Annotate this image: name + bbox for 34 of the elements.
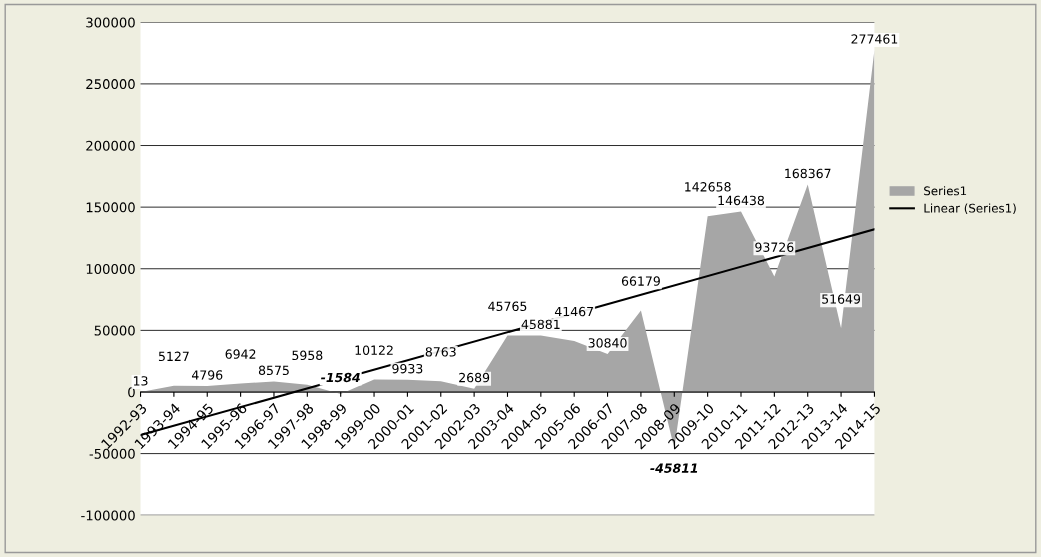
data-label: 146438 bbox=[718, 195, 765, 206]
data-label: 168367 bbox=[785, 168, 831, 179]
data-label: 6942 bbox=[225, 349, 256, 359]
data-label: -1584 bbox=[321, 372, 360, 383]
legend-label: Linear (Series1) bbox=[924, 203, 1016, 214]
data-label: 4796 bbox=[191, 370, 223, 380]
y-tick-label: -50000 bbox=[89, 448, 135, 459]
y-tick-label: 200000 bbox=[86, 140, 135, 151]
y-tick-label: 0 bbox=[128, 387, 135, 398]
data-label: 13 bbox=[133, 376, 148, 386]
legend-label: Series1 bbox=[924, 186, 967, 196]
y-tick-label: 250000 bbox=[86, 79, 135, 90]
data-label: 5958 bbox=[292, 350, 323, 361]
data-label: 9933 bbox=[392, 363, 423, 374]
data-label: -45811 bbox=[650, 463, 698, 473]
y-tick-label: 50000 bbox=[94, 325, 135, 336]
data-label: 2689 bbox=[459, 372, 490, 383]
data-label: 30840 bbox=[588, 338, 627, 348]
data-label: 93726 bbox=[755, 242, 794, 252]
data-label: 142658 bbox=[685, 182, 731, 192]
y-tick-label: 300000 bbox=[86, 17, 135, 28]
data-label: 41467 bbox=[554, 306, 594, 317]
y-tick-label: -100000 bbox=[81, 510, 135, 521]
y-tick-label: 150000 bbox=[86, 202, 135, 213]
data-label: 277461 bbox=[851, 34, 898, 44]
data-label: 5127 bbox=[158, 351, 189, 362]
data-label: 45765 bbox=[488, 301, 527, 311]
data-label: 45881 bbox=[521, 319, 560, 330]
data-label: 8575 bbox=[258, 365, 289, 376]
data-label: 51649 bbox=[822, 294, 861, 304]
data-label: 66179 bbox=[621, 276, 660, 286]
y-tick-label: 100000 bbox=[86, 263, 135, 274]
data-label: 8763 bbox=[425, 347, 456, 357]
data-label: 10122 bbox=[355, 345, 393, 355]
